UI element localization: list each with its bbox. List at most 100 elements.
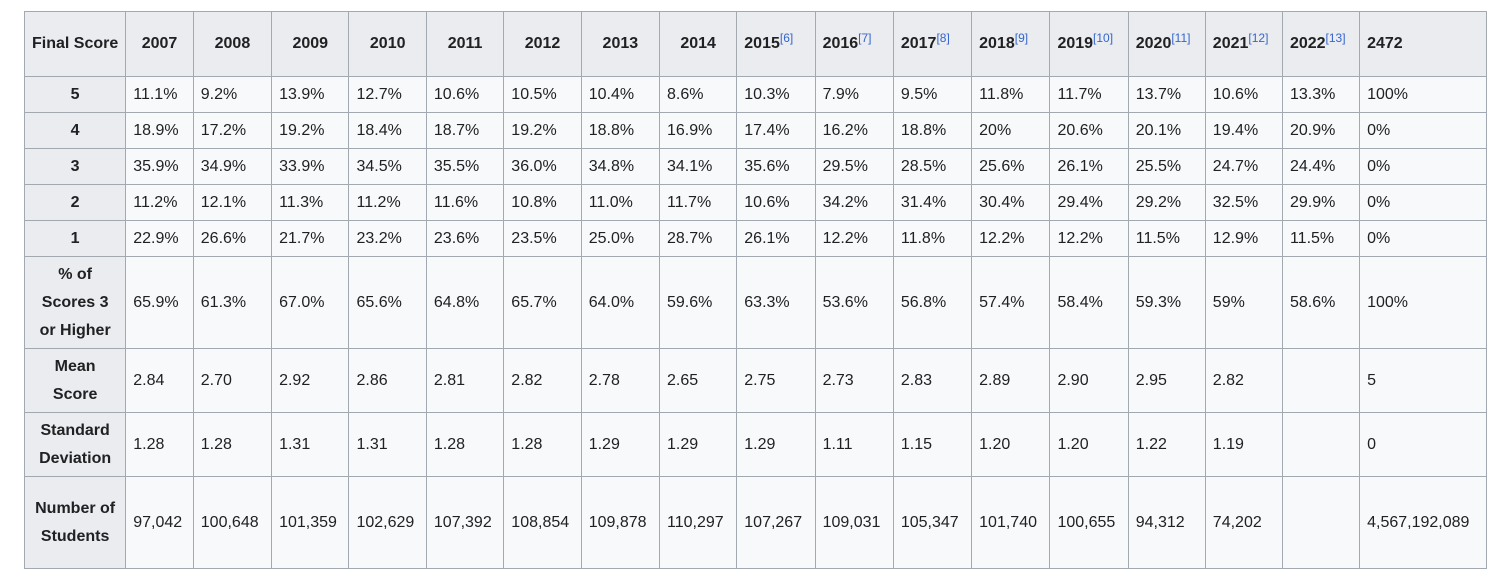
- table-cell: 74,202: [1204, 476, 1283, 569]
- header-year-label: 2016: [822, 35, 859, 52]
- table-cell: 0%: [1359, 148, 1487, 185]
- table-cell: 36.0%: [503, 148, 582, 185]
- table-cell: 22.9%: [125, 220, 194, 257]
- header-year-label: 2008: [214, 35, 251, 52]
- header-year-2017: 2017[8]: [892, 11, 973, 77]
- header-year-2007: 2007: [125, 11, 194, 77]
- table-cell: 2.92: [271, 348, 350, 413]
- table-cell: 12.2%: [814, 220, 894, 257]
- header-year-label: 2009: [292, 35, 329, 52]
- table-cell: 2.82: [1204, 348, 1283, 413]
- table-cell: 2.70: [192, 348, 273, 413]
- reference-link[interactable]: [10]: [1093, 31, 1114, 45]
- table-cell: 1.22: [1127, 412, 1206, 477]
- table-cell: 26.6%: [192, 220, 273, 257]
- table-cell: 18.9%: [125, 112, 194, 149]
- table-row: 1 22.9% 26.6% 21.7% 23.2% 23.6% 23.5% 25.0% 28.7…: [23, 220, 1487, 257]
- table-cell: 2.90: [1049, 348, 1129, 413]
- table-cell: 2.89: [971, 348, 1051, 413]
- table-cell: 11.2%: [125, 184, 194, 221]
- table-cell: 11.2%: [348, 184, 427, 221]
- header-year-2018: 2018[9]: [971, 11, 1051, 77]
- table-cell: 109,031: [814, 476, 894, 569]
- table-cell: 25.5%: [1127, 148, 1206, 185]
- table-cell: 12.2%: [971, 220, 1051, 257]
- table-cell: 110,297: [658, 476, 738, 569]
- table-cell: 2.86: [348, 348, 427, 413]
- table-cell: 11.7%: [1049, 76, 1129, 113]
- row-header: Standard Deviation: [23, 412, 127, 477]
- table-row: % of Scores 3 or Higher 65.9% 61.3% 67.0% 65…: [23, 256, 1487, 349]
- row-header: 5: [23, 76, 127, 113]
- table-cell: 1.28: [503, 412, 582, 477]
- table-cell: 58.4%: [1049, 256, 1129, 349]
- table-cell: [1281, 476, 1361, 569]
- header-year-label: 2015: [744, 35, 780, 52]
- header-year-2012: 2012: [503, 11, 582, 77]
- table-cell: 11.5%: [1281, 220, 1361, 257]
- table-cell: 7.9%: [814, 76, 894, 113]
- header-year-label: 2021: [1212, 35, 1249, 52]
- table-cell: 2.78: [580, 348, 661, 413]
- header-year-label: 2022: [1289, 35, 1326, 52]
- table-cell: 23.5%: [503, 220, 582, 257]
- table-cell: 31.4%: [892, 184, 973, 221]
- table-cell: 64.0%: [580, 256, 661, 349]
- table-cell: 1.29: [658, 412, 738, 477]
- table-cell: 1.29: [580, 412, 661, 477]
- table-cell: 34.9%: [192, 148, 273, 185]
- table-cell: 100%: [1359, 256, 1487, 349]
- table-cell: 11.3%: [271, 184, 350, 221]
- table-cell: 9.5%: [892, 76, 973, 113]
- table-row: 4 18.9% 17.2% 19.2% 18.4% 18.7% 19.2% 18.8% 16.9…: [23, 112, 1487, 149]
- table-cell: 94,312: [1127, 476, 1206, 569]
- table-cell: [1281, 412, 1361, 477]
- table-cell: 16.2%: [814, 112, 894, 149]
- table-cell: 100,655: [1049, 476, 1129, 569]
- table-cell: 1.28: [425, 412, 505, 477]
- table-cell: 33.9%: [271, 148, 350, 185]
- header-year-2020: 2020[11]: [1127, 11, 1206, 77]
- reference-link[interactable]: [8]: [936, 31, 950, 45]
- table-cell: 19.2%: [271, 112, 350, 149]
- table-cell: 17.4%: [736, 112, 816, 149]
- header-year-label: 2019: [1057, 35, 1094, 52]
- table-cell: 18.4%: [348, 112, 427, 149]
- table-row: 5 11.1% 9.2% 13.9% 12.7% 10.6% 10.5% 10.4% 8.6% 1…: [23, 76, 1487, 113]
- table-cell: 64.8%: [425, 256, 505, 349]
- table-cell: 105,347: [892, 476, 973, 569]
- table-cell: 25.0%: [580, 220, 661, 257]
- table-cell: 1.31: [348, 412, 427, 477]
- reference-link[interactable]: [11]: [1171, 31, 1191, 45]
- table-cell: 35.9%: [125, 148, 194, 185]
- reference-link[interactable]: [12]: [1248, 31, 1269, 45]
- header-year-label: 2013: [602, 35, 639, 52]
- table-cell: 57.4%: [971, 256, 1051, 349]
- table-cell: 10.6%: [1204, 76, 1283, 113]
- header-year-2013: 2013: [580, 11, 661, 77]
- reference-link[interactable]: [9]: [1014, 31, 1029, 45]
- table-cell: 1.20: [971, 412, 1051, 477]
- table-cell: 29.9%: [1281, 184, 1361, 221]
- table-cell: 20.6%: [1049, 112, 1129, 149]
- table-cell: 34.1%: [658, 148, 738, 185]
- reference-link[interactable]: [7]: [858, 31, 872, 45]
- table-cell: 2.65: [658, 348, 738, 413]
- row-header: 4: [23, 112, 127, 149]
- table-cell: 10.6%: [736, 184, 816, 221]
- table-cell: 0%: [1359, 220, 1487, 257]
- table-cell: 58.6%: [1281, 256, 1361, 349]
- table-cell: 20%: [971, 112, 1051, 149]
- table-cell: 2.83: [892, 348, 973, 413]
- table-cell: 11.1%: [125, 76, 194, 113]
- header-year-2019: 2019[10]: [1049, 11, 1129, 77]
- table-cell: 108,854: [503, 476, 582, 569]
- table-cell: 18.8%: [892, 112, 973, 149]
- header-year-2016: 2016[7]: [814, 11, 894, 77]
- table-cell: 19.2%: [503, 112, 582, 149]
- table-cell: 11.5%: [1127, 220, 1206, 257]
- table-cell: 10.5%: [503, 76, 582, 113]
- table-cell: 8.6%: [658, 76, 738, 113]
- reference-link[interactable]: [13]: [1325, 31, 1346, 45]
- reference-link[interactable]: [6]: [779, 31, 794, 45]
